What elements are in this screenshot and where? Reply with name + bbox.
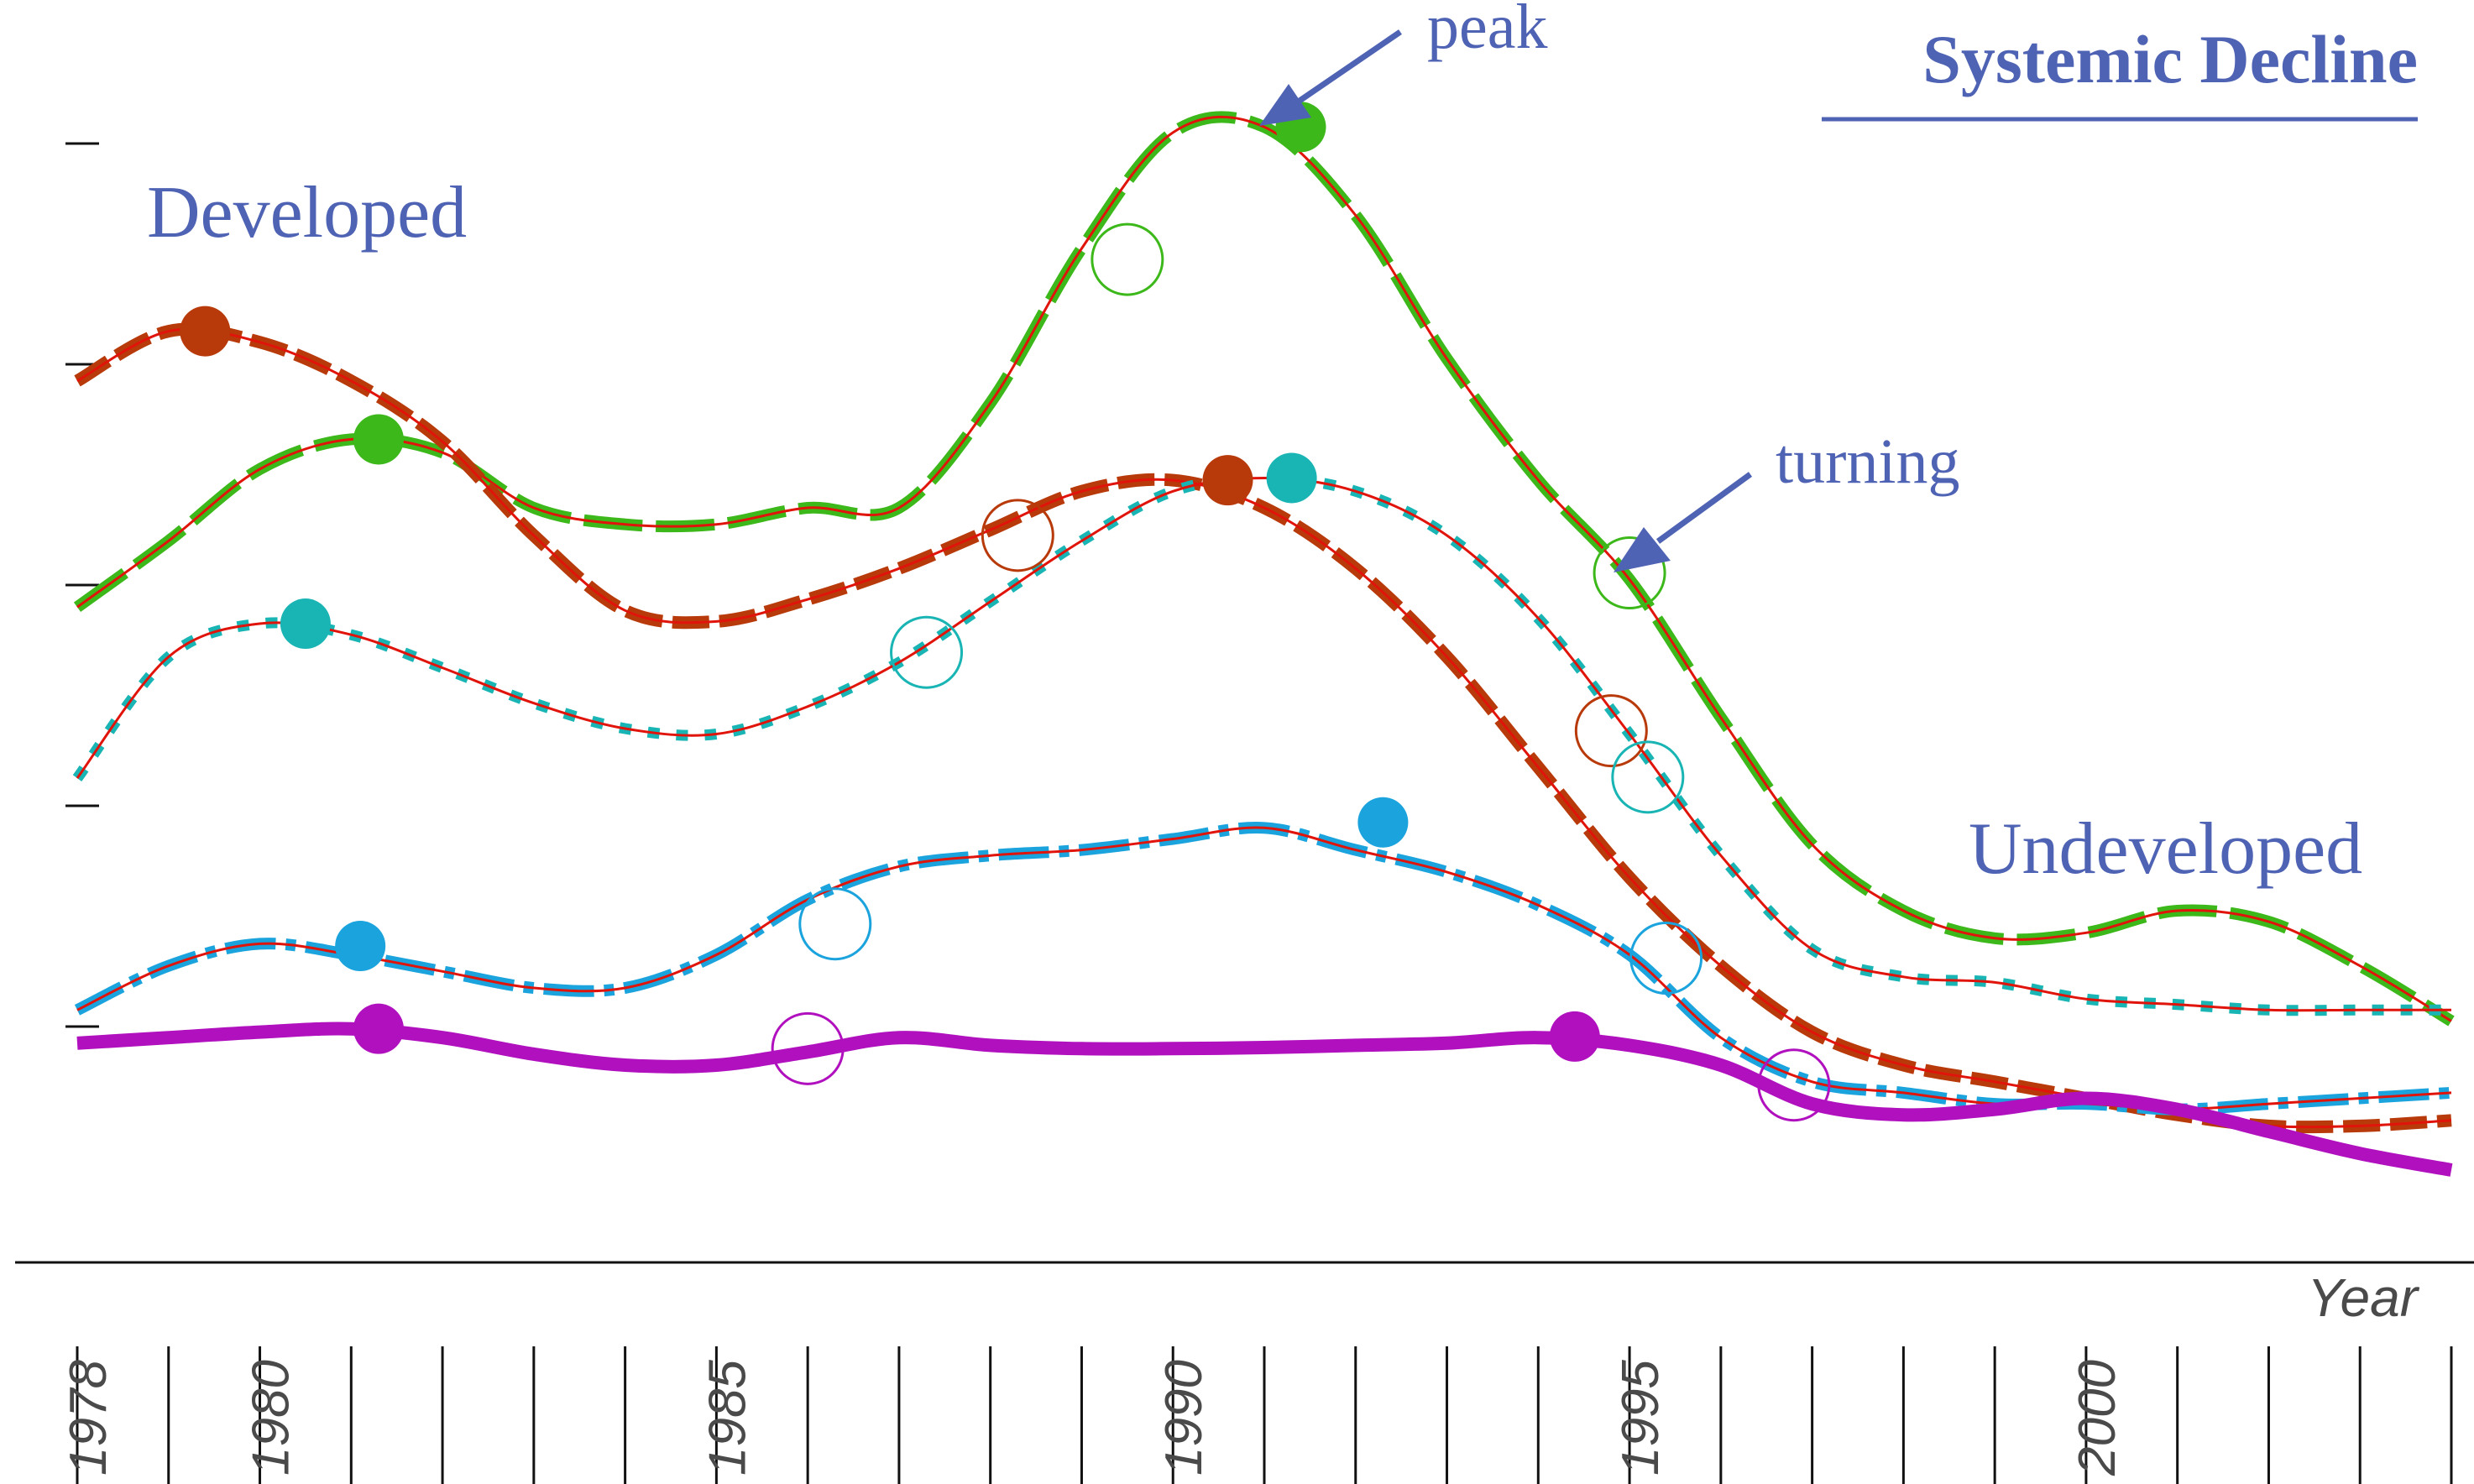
peak-arrow-shaft	[1298, 29, 1402, 103]
x-axis-ticks	[76, 1346, 2453, 1484]
turning-marker	[798, 887, 872, 961]
x-tick-label: 1978	[60, 1360, 118, 1476]
peak-arrow-head	[1259, 84, 1311, 126]
peak-marker	[353, 414, 404, 465]
x-tick-label: 1985	[698, 1360, 756, 1476]
turning-marker	[1091, 222, 1164, 296]
peak-marker	[180, 306, 231, 357]
peak-marker	[353, 1003, 404, 1054]
turning-marker	[1629, 921, 1703, 995]
peak-marker	[1202, 455, 1253, 506]
turning-marker	[771, 1011, 845, 1085]
x-tick-label: 2000	[2069, 1360, 2126, 1476]
annotation-peak: peak	[1427, 0, 1547, 62]
annotation-developed: Developed	[147, 172, 467, 253]
turning-marker	[1611, 740, 1685, 814]
turning-marker	[1593, 536, 1666, 610]
turning-marker	[890, 615, 964, 689]
x-tick-label: 1980	[243, 1360, 301, 1476]
turning-marker	[1757, 1048, 1831, 1122]
turning-arrow-shaft	[1655, 472, 1753, 544]
x-tick-label: 1995	[1612, 1360, 1670, 1476]
peak-marker	[1549, 1011, 1600, 1062]
annotation-turning: turning	[1776, 426, 1960, 497]
chart-title: Systemic Decline	[1922, 21, 2418, 97]
x-tick-labels: 1978 1980 1985 1990 1995 2000	[60, 1360, 2126, 1476]
turning-marker	[981, 499, 1054, 572]
peak-marker	[280, 598, 331, 650]
peak-marker	[1357, 797, 1409, 848]
turning-marker	[1574, 694, 1648, 768]
peak-marker	[1266, 452, 1317, 504]
annotation-undeveloped: Undeveloped	[1969, 808, 2362, 890]
turning-arrow-head	[1614, 527, 1671, 572]
peak-marker	[335, 921, 386, 972]
x-tick-label: 1990	[1155, 1360, 1213, 1476]
series-layer	[72, 111, 2455, 1177]
series-line-5	[76, 1022, 2453, 1177]
x-axis-label: Year	[2307, 1267, 2419, 1328]
marker-layer	[180, 102, 1831, 1122]
series-guide-2	[76, 327, 2452, 1129]
y-axis-ticks	[65, 142, 99, 1028]
